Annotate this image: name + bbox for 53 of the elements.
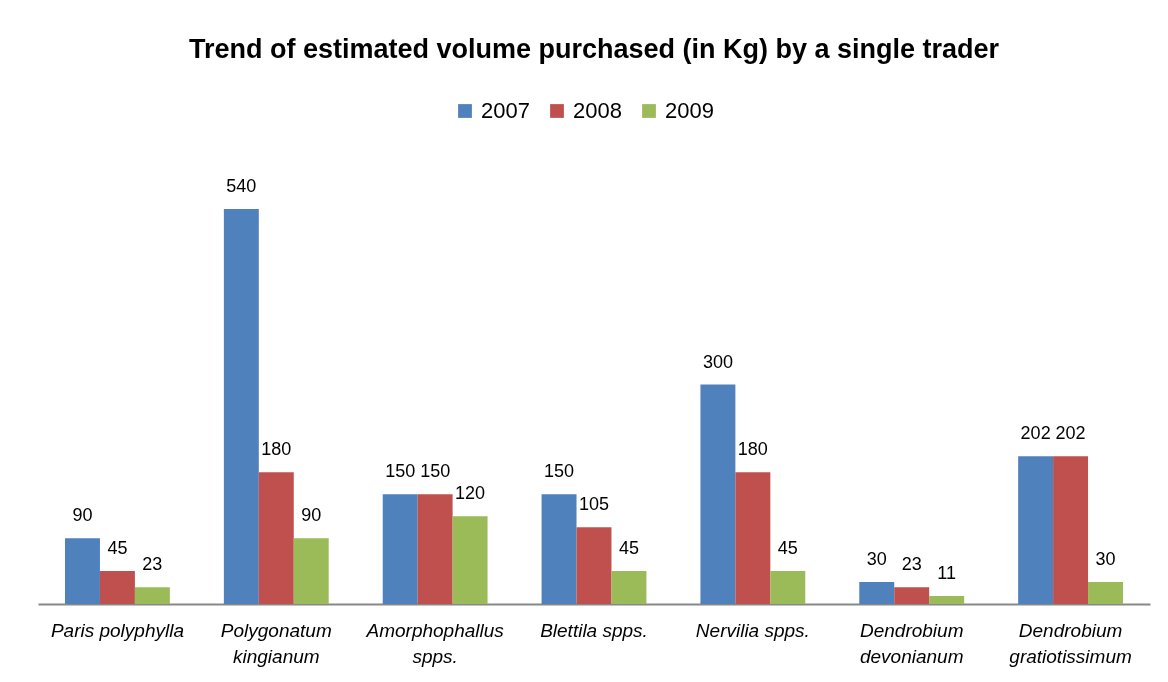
bar [99,571,135,604]
bar [735,472,771,604]
bar [576,527,612,604]
data-label: 45 [777,538,798,559]
bar [1053,456,1089,604]
data-label: 150 [385,461,416,482]
data-label: 11 [937,562,957,583]
bar [611,571,647,604]
data-label: 90 [301,505,322,526]
x-tick-label: Dendrobium gratiotissimum [1009,619,1132,667]
bar [859,582,895,604]
bar [929,595,965,604]
bar [258,472,294,604]
legend-label: 2009 [665,98,714,123]
data-label: 180 [261,439,292,460]
data-label: 23 [142,554,163,575]
x-tick-label: Amorphophallus spps. [365,619,505,667]
bar [452,516,488,604]
legend-label: 2007 [481,98,530,123]
data-label: 300 [702,351,733,372]
data-label: 90 [72,505,93,526]
bar [134,587,170,604]
data-label: 45 [107,538,128,559]
x-tick-label: Paris polyphylla [50,619,184,641]
bar [65,538,100,604]
data-label: 30 [1095,549,1116,570]
bar [382,494,418,604]
bar [1088,582,1123,604]
data-label: 202 [1055,423,1086,444]
data-label: 202 [1020,423,1051,444]
data-label: 45 [618,538,639,559]
data-label: 540 [226,176,257,196]
chart-title: Trend of estimated volume purchased (in Kg) by a single trader [188,34,1000,64]
bar [1018,456,1054,604]
data-label: 23 [901,554,922,575]
x-tick-label: Polygonatum kingianum [220,619,332,667]
x-tick-label: Blettila spps. [540,619,648,641]
x-tick-label: Nervilia spps. [695,619,810,641]
bar [541,494,577,604]
bar [417,494,453,604]
bar [223,209,259,604]
data-label: 150 [420,461,451,482]
data-label: 150 [544,461,575,482]
bar [293,538,329,604]
data-label: 30 [866,549,887,570]
data-label: 105 [578,494,610,515]
x-tick-label: Dendrobium devonianum [859,619,964,667]
bar [700,384,736,604]
data-label: 180 [737,439,768,460]
legend-label: 2008 [573,98,622,123]
bar [894,587,930,604]
bar [770,571,806,604]
data-label: 120 [455,483,486,504]
